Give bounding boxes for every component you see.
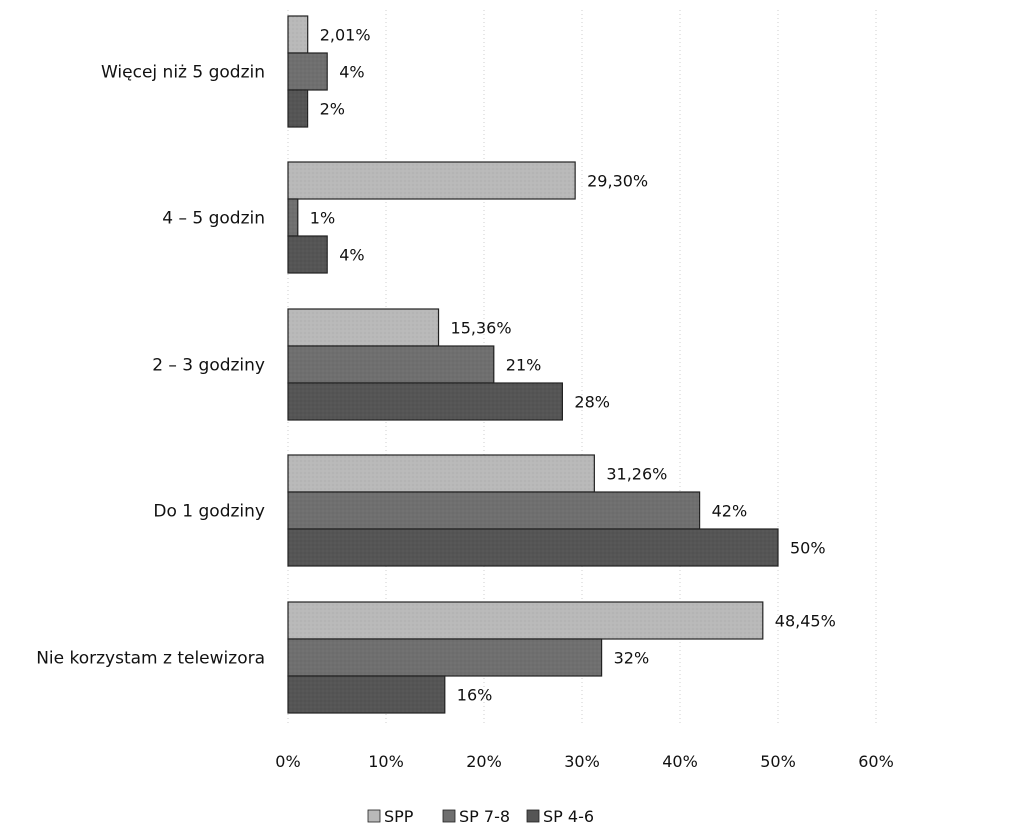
- legend-label: SP 7-8: [459, 807, 510, 826]
- bar-texture: [288, 346, 494, 383]
- data-label: 1%: [310, 209, 335, 228]
- bar-texture: [288, 16, 308, 53]
- x-tick-label: 50%: [760, 752, 796, 771]
- bar-texture: [288, 90, 308, 127]
- data-label: 16%: [457, 686, 493, 705]
- data-label: 32%: [614, 649, 650, 668]
- data-label: 21%: [506, 356, 542, 375]
- x-axis-ticks: 0% 10% 20% 30% 40% 50% 60%: [275, 752, 893, 771]
- data-label: 42%: [712, 502, 748, 521]
- category-label: Więcej niż 5 godzin: [101, 63, 265, 83]
- category-label: 4 – 5 godzin: [162, 209, 265, 229]
- bar-texture: [288, 602, 763, 639]
- data-label: 2%: [320, 100, 345, 119]
- bar-texture: [288, 676, 445, 713]
- bar-texture: [288, 492, 700, 529]
- bar-texture: [288, 162, 575, 199]
- legend-label: SP 4-6: [543, 807, 594, 826]
- bar-texture: [288, 383, 562, 420]
- category-label: 2 – 3 godziny: [152, 356, 265, 376]
- category-label: Do 1 godziny: [153, 502, 265, 522]
- bar-texture: [288, 639, 602, 676]
- legend-label: SPP: [384, 807, 414, 826]
- bar-texture: [288, 529, 778, 566]
- data-label: 2,01%: [320, 26, 371, 45]
- data-label: 29,30%: [587, 172, 648, 191]
- legend-swatch: [527, 810, 539, 822]
- bar-texture: [288, 309, 439, 346]
- legend-swatch: [368, 810, 380, 822]
- bar-texture: [288, 455, 594, 492]
- data-label: 28%: [574, 393, 610, 412]
- x-tick-label: 20%: [466, 752, 502, 771]
- bar-texture: [288, 236, 327, 273]
- data-label: 50%: [790, 539, 826, 558]
- x-tick-label: 0%: [275, 752, 300, 771]
- data-label: 4%: [339, 246, 364, 265]
- bar-texture: [288, 53, 327, 90]
- bar-texture: [288, 199, 298, 236]
- x-tick-label: 60%: [858, 752, 894, 771]
- data-label: 15,36%: [451, 319, 512, 338]
- category-labels: Więcej niż 5 godzin 4 – 5 godzin 2 – 3 god…: [36, 63, 265, 669]
- category-label: Nie korzystam z telewizora: [36, 649, 265, 669]
- x-tick-label: 10%: [368, 752, 404, 771]
- legend: SPP SP 7-8 SP 4-6: [368, 807, 594, 826]
- data-label: 48,45%: [775, 612, 836, 631]
- x-tick-label: 40%: [662, 752, 698, 771]
- x-tick-label: 30%: [564, 752, 600, 771]
- data-label: 4%: [339, 63, 364, 82]
- legend-swatch: [443, 810, 455, 822]
- data-label: 31,26%: [606, 465, 667, 484]
